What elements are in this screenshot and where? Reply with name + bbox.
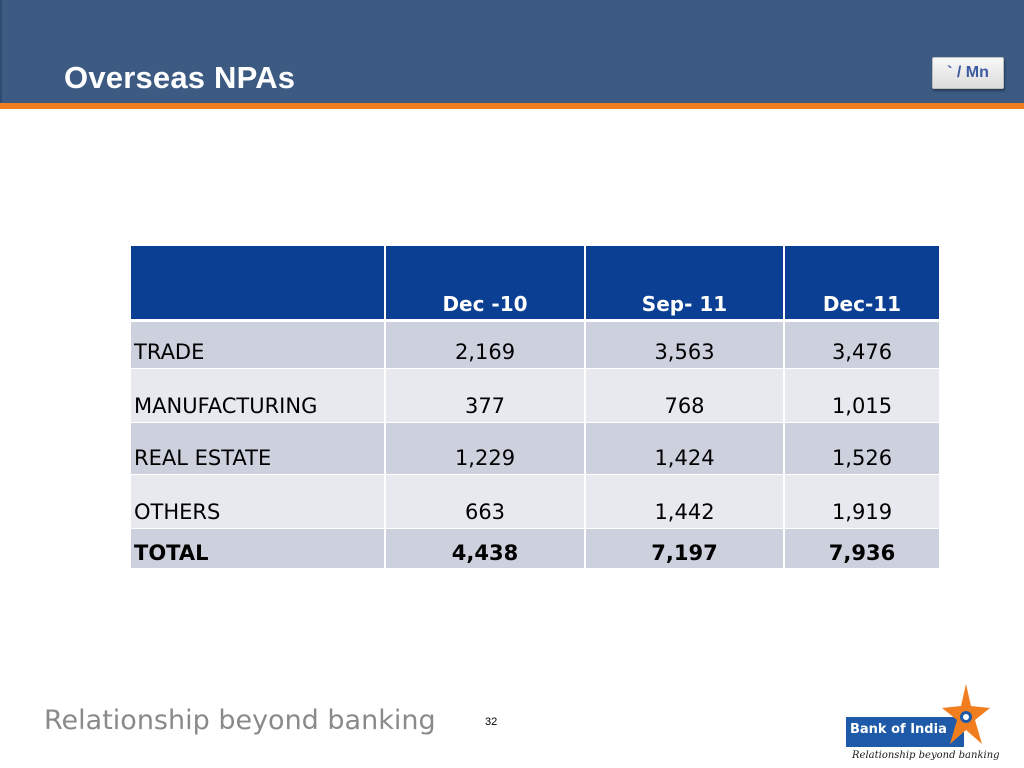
logo-box: [846, 717, 964, 747]
table-cell: 377: [385, 368, 586, 423]
npa-table: Dec -10 Sep- 11 Dec-11 TRADE 2,169 3,563…: [131, 246, 939, 569]
table-cell: 1,229: [385, 422, 586, 475]
logo-tagline: Relationship beyond banking: [852, 750, 1000, 761]
row-label: MANUFACTURING: [131, 368, 386, 423]
table-row: MANUFACTURING 377 768 1,015: [131, 368, 939, 423]
page-title: Overseas NPAs: [64, 60, 296, 95]
bank-logo: Bank of India Relationship beyond bankin…: [842, 684, 1000, 766]
table-cell: 3,563: [585, 320, 785, 369]
accent-line: [0, 103, 1024, 109]
column-header: Dec -10: [385, 246, 586, 322]
table-row: OTHERS 663 1,442 1,919: [131, 474, 939, 529]
total-row: TOTAL 4,438 7,197 7,936: [131, 528, 939, 569]
header-banner: [0, 0, 1024, 103]
column-header: [131, 246, 386, 322]
table-cell: 1,919: [784, 474, 939, 529]
table-cell: 1,015: [784, 368, 939, 423]
table-row: TRADE 2,169 3,563 3,476: [131, 320, 939, 369]
table-cell: 2,169: [385, 320, 586, 369]
row-label: OTHERS: [131, 474, 386, 529]
total-label: TOTAL: [131, 528, 386, 569]
logo-name: Bank of India: [850, 722, 947, 737]
row-label: REAL ESTATE: [131, 422, 386, 475]
column-header: Sep- 11: [585, 246, 785, 322]
footer-tagline: Relationship beyond banking: [44, 705, 436, 736]
table-cell: 1,442: [585, 474, 785, 529]
table-cell: 3,476: [784, 320, 939, 369]
table-cell: 1,424: [585, 422, 785, 475]
total-cell: 7,197: [585, 528, 785, 569]
total-cell: 7,936: [784, 528, 939, 569]
table-cell: 768: [585, 368, 785, 423]
total-cell: 4,438: [385, 528, 586, 569]
star-icon: [942, 684, 990, 744]
page-number: 32: [485, 716, 498, 728]
table-header-row: Dec -10 Sep- 11 Dec-11: [131, 246, 939, 322]
table-cell: 663: [385, 474, 586, 529]
row-label: TRADE: [131, 320, 386, 369]
column-header: Dec-11: [784, 246, 939, 322]
table-cell: 1,526: [784, 422, 939, 475]
unit-badge: ` / Mn: [932, 57, 1004, 89]
table-row: REAL ESTATE 1,229 1,424 1,526: [131, 422, 939, 475]
